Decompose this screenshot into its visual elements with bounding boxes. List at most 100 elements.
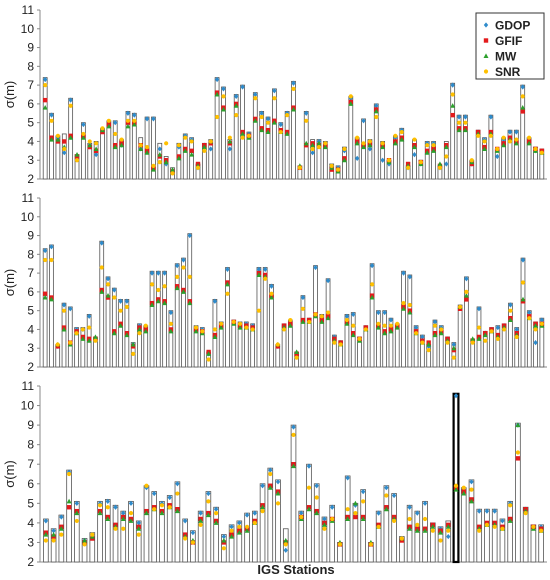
marker-mw	[143, 510, 149, 516]
marker-snr	[300, 306, 306, 311]
marker-gdop	[291, 80, 296, 86]
marker-gdop	[376, 510, 381, 516]
marker-mw	[221, 537, 227, 543]
station-bar	[460, 487, 467, 563]
marker-mw	[237, 324, 243, 330]
station-bar	[252, 92, 258, 180]
marker-snr	[99, 265, 104, 270]
marker-snr	[143, 323, 148, 328]
marker-gdop	[351, 311, 356, 318]
marker-mw	[138, 146, 144, 151]
marker-gdop	[300, 294, 306, 301]
marker-mw	[360, 516, 366, 521]
marker-snr	[531, 524, 536, 529]
legend-marker-snr	[483, 69, 489, 74]
marker-snr	[244, 325, 249, 330]
marker-snr	[87, 139, 92, 144]
marker-snr	[68, 340, 73, 345]
marker-snr	[219, 321, 224, 326]
marker-gdop	[484, 508, 490, 514]
marker-snr	[193, 325, 199, 330]
y-tick-label: 7	[27, 266, 34, 280]
marker-gdop	[407, 504, 412, 510]
marker-gdop	[384, 485, 389, 491]
station-bar	[112, 504, 119, 563]
marker-mw	[144, 150, 150, 155]
marker-mw	[407, 526, 413, 531]
marker-gdop	[244, 512, 250, 518]
marker-gdop	[354, 155, 360, 161]
marker-mw	[411, 144, 417, 150]
marker-mw	[303, 140, 309, 146]
marker-mw	[287, 323, 293, 328]
marker-mw	[61, 326, 67, 332]
marker-snr	[119, 137, 124, 142]
marker-snr	[61, 308, 67, 313]
marker-snr	[128, 511, 134, 516]
marker-mw	[445, 524, 451, 529]
marker-mw	[136, 526, 142, 531]
marker-mw	[432, 332, 438, 338]
marker-snr	[234, 113, 239, 118]
legend-label: SNR	[495, 65, 521, 79]
legend-marker-gfif	[483, 38, 489, 43]
station-bar	[49, 112, 54, 180]
marker-snr	[175, 274, 180, 279]
marker-mw	[193, 328, 199, 334]
marker-snr	[198, 522, 203, 527]
marker-snr	[97, 503, 103, 508]
marker-gfif	[189, 148, 194, 154]
marker-gdop	[190, 530, 196, 536]
station-bar	[111, 287, 117, 368]
marker-snr	[507, 139, 513, 144]
marker-mw	[80, 336, 86, 341]
marker-mw	[345, 516, 351, 521]
marker-gdop	[174, 263, 180, 269]
y-tick-label: 7	[27, 78, 34, 92]
marker-mw	[42, 105, 48, 110]
marker-gdop	[420, 334, 425, 340]
marker-mw	[150, 167, 156, 172]
y-tick-label: 7	[27, 457, 34, 471]
marker-snr	[374, 114, 379, 120]
marker-snr	[384, 493, 389, 498]
marker-snr	[291, 86, 296, 91]
marker-gdop	[456, 114, 462, 120]
marker-snr	[533, 327, 538, 332]
marker-mw	[284, 131, 290, 136]
marker-gdop	[182, 518, 188, 524]
marker-snr	[299, 514, 304, 520]
station-bar	[181, 257, 186, 368]
marker-gdop	[128, 500, 134, 506]
marker-mw	[430, 524, 436, 529]
marker-gdop	[278, 121, 283, 128]
marker-gdop	[415, 510, 420, 516]
marker-mw	[520, 296, 526, 302]
marker-gdop	[463, 114, 468, 120]
marker-gdop	[520, 257, 526, 263]
marker-gdop	[304, 110, 309, 116]
marker-mw	[394, 324, 400, 330]
marker-mw	[314, 510, 320, 516]
station-bar	[80, 327, 86, 368]
marker-gdop	[344, 313, 350, 319]
marker-snr	[74, 518, 79, 524]
station-bar	[407, 274, 413, 368]
marker-gdop	[68, 97, 73, 103]
marker-gdop	[208, 146, 213, 152]
marker-snr	[515, 450, 521, 455]
marker-gdop	[93, 151, 99, 158]
marker-gdop	[144, 116, 150, 122]
marker-snr	[329, 163, 334, 168]
marker-gdop	[488, 114, 494, 120]
marker-gdop	[263, 266, 268, 272]
marker-gdop	[225, 266, 230, 272]
marker-snr	[250, 327, 255, 332]
marker-snr	[418, 160, 423, 165]
marker-gdop	[252, 510, 258, 516]
marker-mw	[168, 328, 174, 334]
marker-snr	[221, 546, 226, 551]
marker-mw	[182, 148, 188, 153]
marker-gdop	[413, 324, 419, 331]
marker-snr	[392, 518, 397, 524]
